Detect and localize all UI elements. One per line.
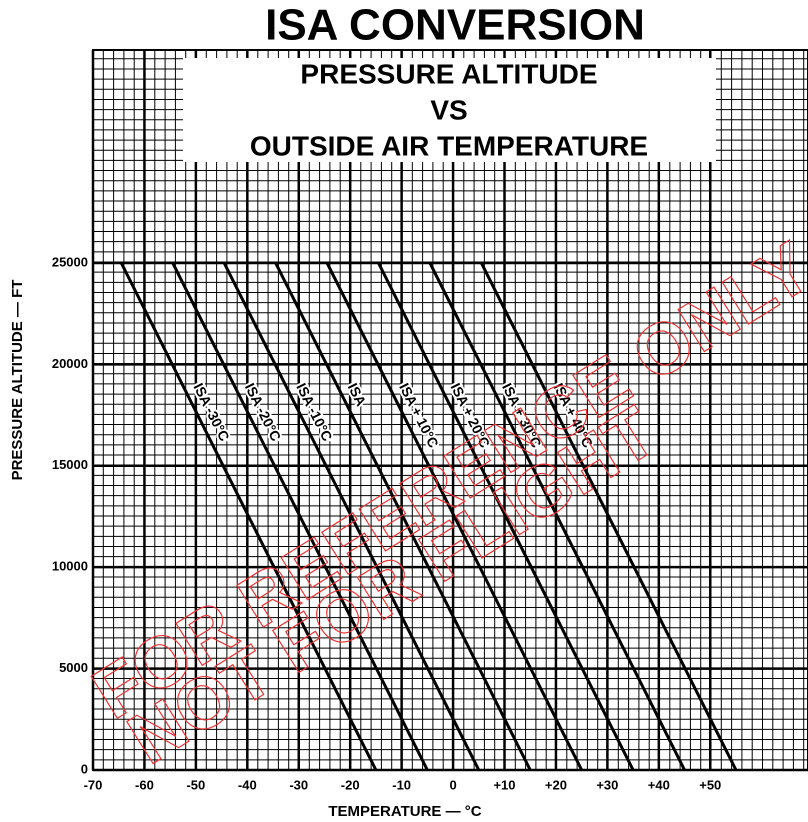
- isa-line: [480, 262, 738, 771]
- x-tick-label: -10: [392, 777, 411, 792]
- x-tick-label: +10: [493, 777, 515, 792]
- x-tick-label: -50: [186, 777, 205, 792]
- x-tick-label: -30: [289, 777, 308, 792]
- x-tick-label: +50: [699, 777, 721, 792]
- title-box: [0, 0, 808, 48]
- isa-line: [171, 262, 429, 771]
- isa-line: [377, 262, 635, 771]
- subtitle: OUTSIDE AIR TEMPERATURE: [250, 130, 648, 161]
- subtitle: PRESSURE ALTITUDE: [300, 58, 597, 89]
- y-axis-label: PRESSURE ALTITUDE — FT: [9, 280, 26, 481]
- y-tick-label: 5000: [59, 660, 88, 675]
- x-tick-label: -20: [341, 777, 360, 792]
- x-tick-label: +20: [545, 777, 567, 792]
- y-tick-label: 20000: [52, 356, 88, 371]
- subtitle-box: [183, 58, 716, 162]
- x-tick-label: -60: [135, 777, 154, 792]
- isa-line: [119, 262, 378, 771]
- x-tick-label: +40: [648, 777, 670, 792]
- y-tick-label: 15000: [52, 457, 88, 472]
- isa-line: [222, 262, 481, 771]
- y-tick-label: 10000: [52, 559, 88, 574]
- y-tick-label: 25000: [52, 254, 88, 269]
- isa-line: [274, 262, 532, 771]
- y-tick-label: 0: [81, 761, 88, 776]
- x-axis-label: TEMPERATURE — °C: [328, 803, 481, 820]
- x-tick-label: -70: [84, 777, 103, 792]
- x-tick-label: -40: [238, 777, 257, 792]
- x-tick-label: +30: [596, 777, 618, 792]
- isa-line: [325, 262, 584, 771]
- subtitle: VS: [430, 94, 467, 125]
- plot-border: [92, 49, 808, 771]
- chart-title: ISA CONVERSION: [265, 1, 645, 50]
- watermark: NOT FOR FLIGHT: [115, 392, 670, 780]
- x-tick-label: 0: [449, 777, 456, 792]
- isa-line: [428, 262, 686, 771]
